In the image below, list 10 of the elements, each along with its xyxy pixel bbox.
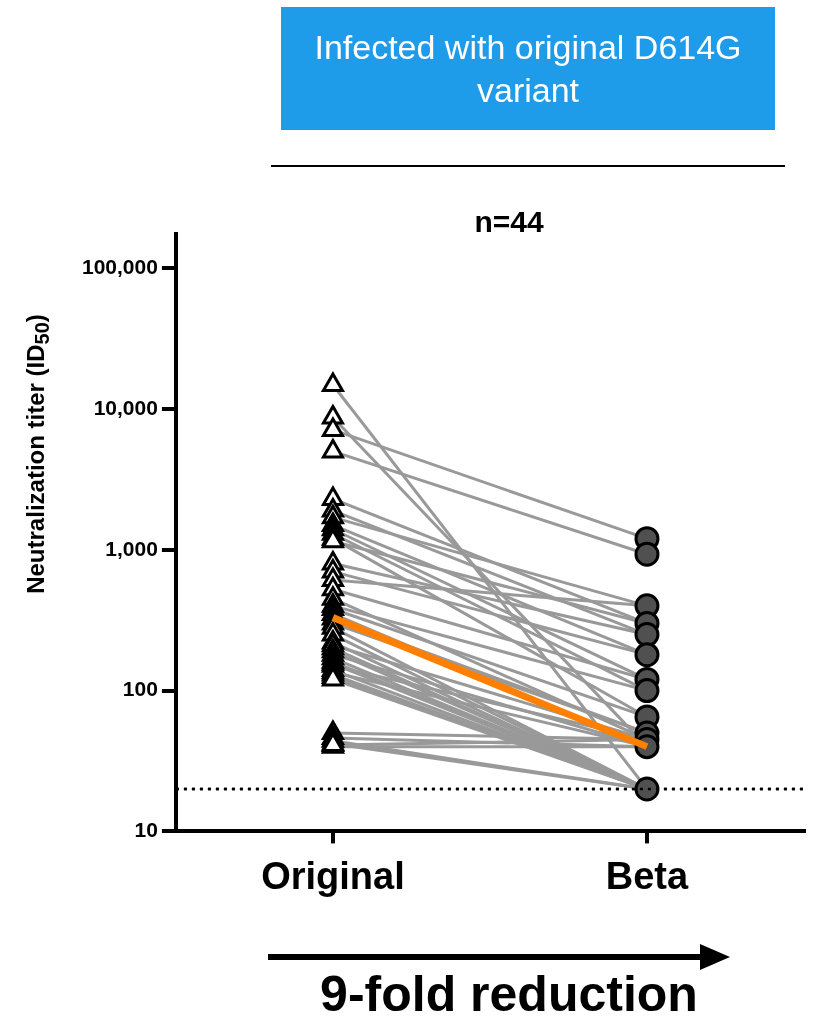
x-tick-label: Beta: [605, 854, 690, 897]
x-tick-label: Original: [261, 854, 405, 897]
chart-title: Infected with original D614G variant: [281, 7, 775, 130]
y-tick-label: 100: [122, 677, 158, 701]
y-tick-label: 1,000: [105, 536, 158, 560]
y-tick-label: 100,000: [81, 255, 158, 279]
y-tick-label: 10,000: [93, 395, 158, 419]
y-tick-label: 10: [134, 818, 158, 842]
chart-subtitle: n=44: [473, 205, 545, 239]
text: 9-fold reduction: [319, 965, 699, 1023]
